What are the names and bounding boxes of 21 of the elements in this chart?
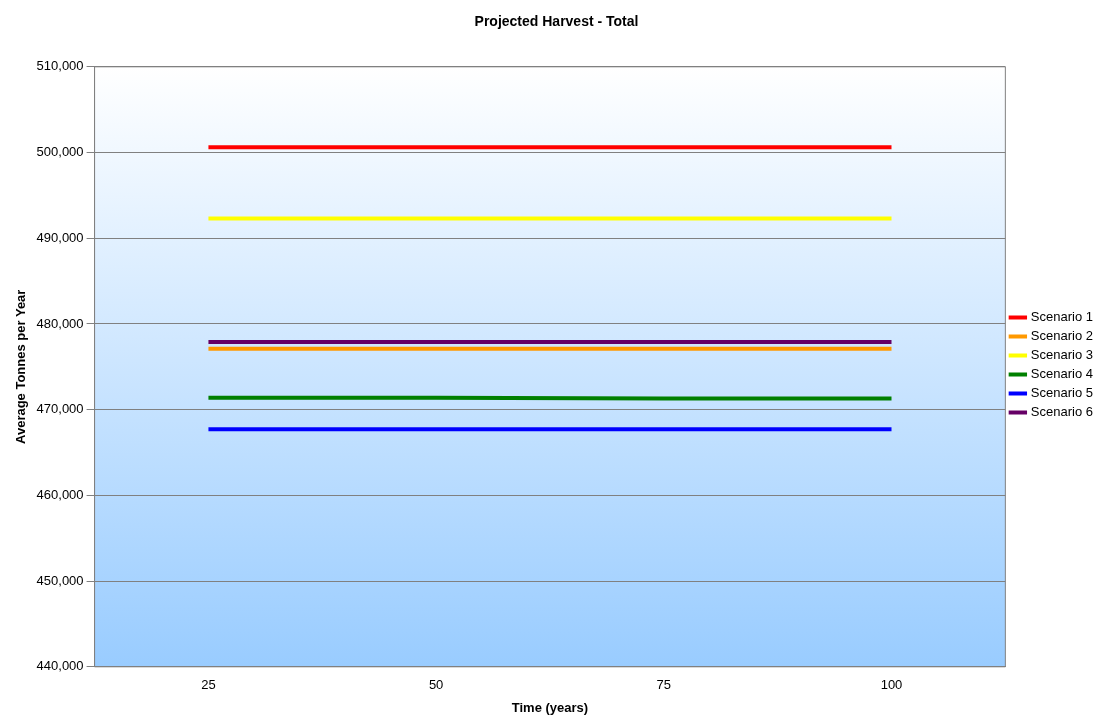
y-tick-label: 470,000: [36, 401, 84, 417]
legend-label: Scenario 4: [1030, 366, 1094, 382]
y-tick-label: 440,000: [36, 658, 84, 674]
y-tick-label: 460,000: [36, 486, 84, 502]
chart-title: Projected Harvest - Total: [474, 13, 639, 30]
y-tick-label: 480,000: [36, 315, 84, 331]
y-tick-label: 490,000: [36, 229, 84, 245]
legend-label: Scenario 5: [1030, 385, 1094, 401]
y-axis-title: Average Tonnes per Year: [13, 289, 29, 444]
y-tick-label: 450,000: [36, 572, 84, 588]
x-tick-label: 25: [201, 677, 216, 693]
x-tick-label: 50: [428, 677, 444, 693]
x-tick-label: 75: [656, 677, 672, 693]
y-tick-label: 500,000: [36, 144, 84, 160]
legend-label: Scenario 1: [1030, 309, 1094, 325]
legend-label: Scenario 3: [1030, 347, 1094, 363]
x-tick-label: 100: [880, 677, 903, 693]
x-axis-title: Time (years): [511, 699, 589, 715]
legend-label: Scenario 2: [1030, 328, 1094, 344]
y-tick-label: 510,000: [36, 58, 84, 74]
legend-label: Scenario 6: [1030, 404, 1094, 420]
